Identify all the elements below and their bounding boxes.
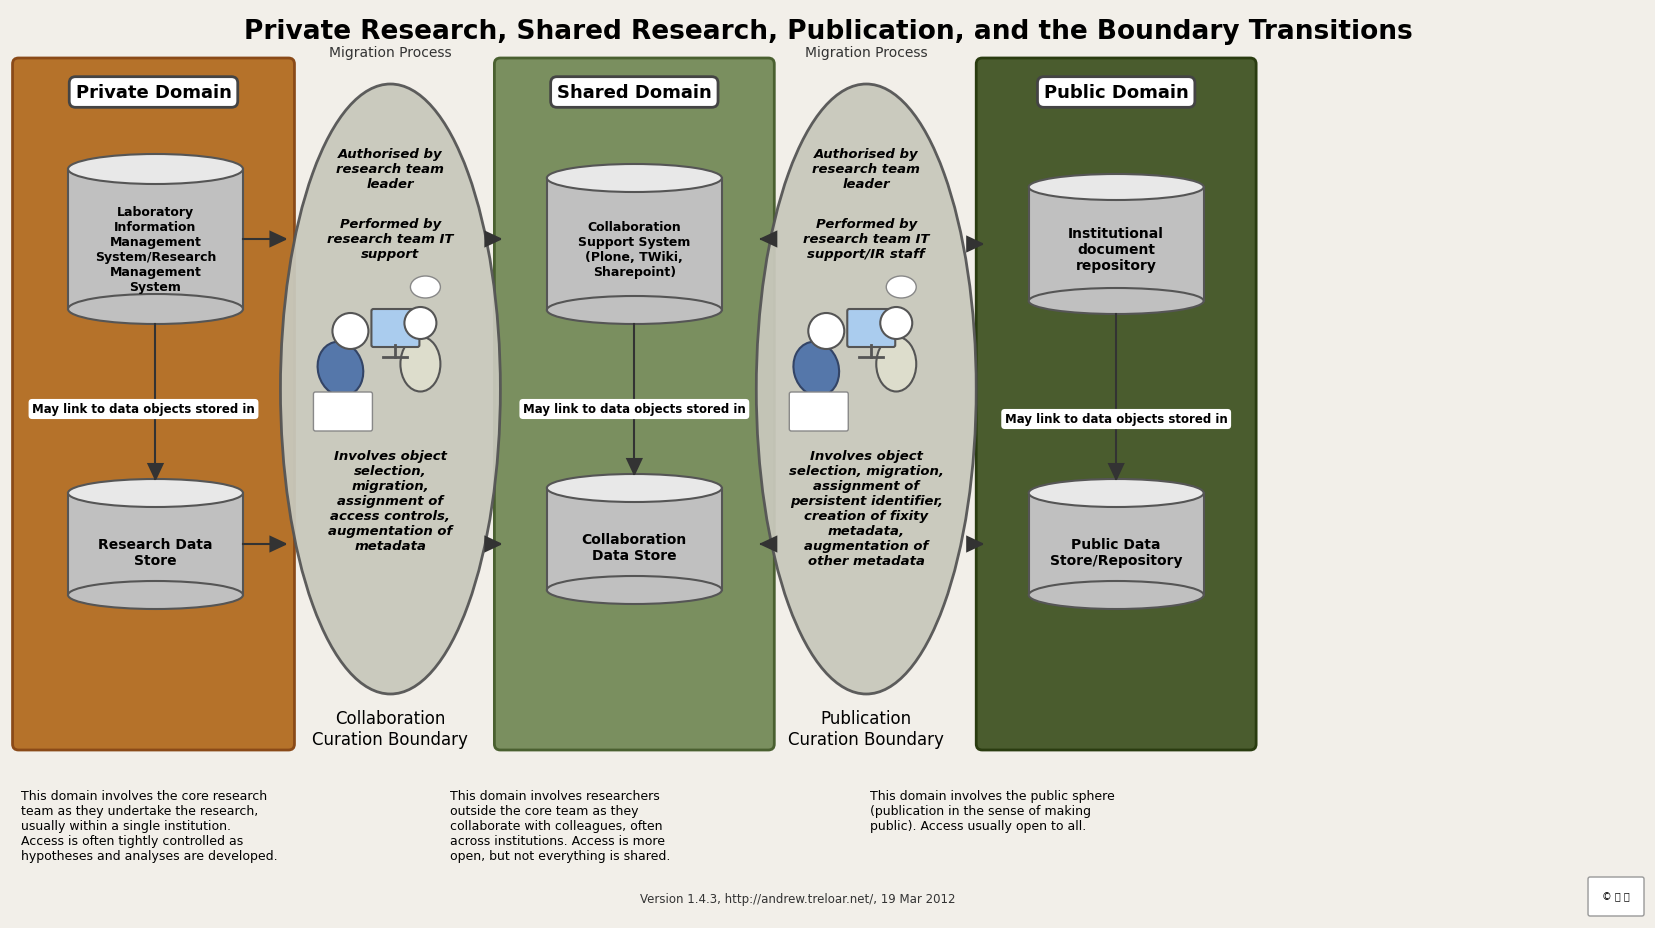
- FancyBboxPatch shape: [847, 310, 895, 348]
- Text: Authorised by
research team
leader: Authorised by research team leader: [813, 148, 920, 191]
- Text: Authorised by
research team
leader: Authorised by research team leader: [336, 148, 444, 191]
- FancyBboxPatch shape: [371, 310, 419, 348]
- Polygon shape: [761, 233, 776, 247]
- Text: Public Domain: Public Domain: [1043, 84, 1188, 102]
- Polygon shape: [485, 233, 500, 247]
- Text: May link to data objects stored in: May link to data objects stored in: [31, 403, 255, 416]
- Ellipse shape: [756, 84, 976, 694]
- Ellipse shape: [280, 84, 500, 694]
- Circle shape: [880, 308, 912, 340]
- Text: Private Domain: Private Domain: [76, 84, 232, 102]
- Text: This domain involves researchers
outside the core team as they
collaborate with : This domain involves researchers outside…: [450, 789, 670, 862]
- Text: Institutional
document
repository: Institutional document repository: [1067, 226, 1163, 273]
- Polygon shape: [761, 537, 776, 551]
- Ellipse shape: [68, 295, 243, 325]
- Text: May link to data objects stored in: May link to data objects stored in: [523, 403, 745, 416]
- FancyBboxPatch shape: [976, 59, 1256, 750]
- Bar: [1028, 187, 1203, 302]
- Ellipse shape: [885, 277, 915, 299]
- Ellipse shape: [546, 576, 722, 604]
- Polygon shape: [149, 465, 162, 480]
- Ellipse shape: [68, 480, 243, 508]
- Bar: [1028, 494, 1203, 596]
- Polygon shape: [270, 537, 285, 551]
- Ellipse shape: [68, 581, 243, 610]
- Text: May link to data objects stored in: May link to data objects stored in: [1005, 413, 1226, 426]
- Circle shape: [808, 314, 844, 350]
- Bar: [546, 488, 722, 590]
- Ellipse shape: [401, 337, 440, 392]
- Text: Shared Domain: Shared Domain: [556, 84, 712, 102]
- Polygon shape: [270, 233, 285, 247]
- FancyBboxPatch shape: [1587, 877, 1643, 916]
- FancyBboxPatch shape: [313, 393, 372, 432]
- Circle shape: [333, 314, 367, 350]
- Text: © ⓘ ⓢ: © ⓘ ⓢ: [1600, 891, 1629, 901]
- Polygon shape: [627, 459, 640, 474]
- Ellipse shape: [1028, 174, 1203, 200]
- Ellipse shape: [546, 165, 722, 193]
- Text: Collaboration
Support System
(Plone, TWiki,
Sharepoint): Collaboration Support System (Plone, TWi…: [578, 221, 690, 278]
- Ellipse shape: [546, 297, 722, 325]
- Text: This domain involves the public sphere
(publication in the sense of making
publi: This domain involves the public sphere (…: [871, 789, 1114, 832]
- Text: Performed by
research team IT
support: Performed by research team IT support: [328, 218, 453, 261]
- Ellipse shape: [410, 277, 440, 299]
- Polygon shape: [485, 537, 500, 551]
- Bar: [546, 179, 722, 311]
- FancyBboxPatch shape: [13, 59, 295, 750]
- Ellipse shape: [875, 337, 915, 392]
- Text: Collaboration
Curation Boundary: Collaboration Curation Boundary: [313, 709, 468, 748]
- Ellipse shape: [1028, 581, 1203, 610]
- Text: Public Data
Store/Repository: Public Data Store/Repository: [1049, 537, 1182, 568]
- Polygon shape: [967, 238, 981, 251]
- Ellipse shape: [318, 342, 362, 397]
- Ellipse shape: [1028, 480, 1203, 508]
- Bar: [68, 170, 243, 310]
- Text: Laboratory
Information
Management
System/Research
Management
System: Laboratory Information Management System…: [94, 206, 217, 293]
- FancyBboxPatch shape: [495, 59, 775, 750]
- Text: Private Research, Shared Research, Publication, and the Boundary Transitions: Private Research, Shared Research, Publi…: [243, 19, 1412, 45]
- FancyBboxPatch shape: [789, 393, 847, 432]
- Text: Involves object
selection, migration,
assignment of
persistent identifier,
creat: Involves object selection, migration, as…: [788, 449, 943, 567]
- Text: Collaboration
Data Store: Collaboration Data Store: [581, 533, 687, 562]
- Text: Publication
Curation Boundary: Publication Curation Boundary: [788, 709, 943, 748]
- Polygon shape: [967, 537, 981, 551]
- Text: Research Data
Store: Research Data Store: [98, 537, 212, 568]
- Text: This domain involves the core research
team as they undertake the research,
usua: This domain involves the core research t…: [20, 789, 276, 862]
- Ellipse shape: [546, 474, 722, 502]
- Text: Migration Process: Migration Process: [329, 46, 452, 60]
- Polygon shape: [1109, 465, 1122, 480]
- Ellipse shape: [1028, 289, 1203, 315]
- Ellipse shape: [793, 342, 839, 397]
- Text: Version 1.4.3, http://andrew.treloar.net/, 19 Mar 2012: Version 1.4.3, http://andrew.treloar.net…: [640, 893, 955, 906]
- Text: Performed by
research team IT
support/IR staff: Performed by research team IT support/IR…: [803, 218, 928, 261]
- Text: Involves object
selection,
migration,
assignment of
access controls,
augmentatio: Involves object selection, migration, as…: [328, 449, 452, 552]
- Circle shape: [404, 308, 437, 340]
- Ellipse shape: [68, 155, 243, 185]
- Bar: [68, 494, 243, 596]
- Text: Migration Process: Migration Process: [804, 46, 927, 60]
